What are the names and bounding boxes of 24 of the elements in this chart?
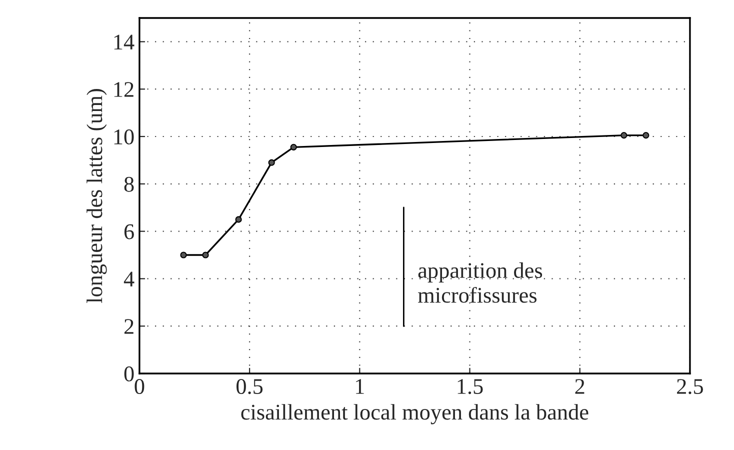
x-tick-label: 0 [134,379,144,394]
y-tick-label: 4 [124,272,134,286]
point [620,132,628,139]
point [202,252,209,258]
y-tick-label: 8 [124,176,134,192]
y-tick-label: 12 [114,82,134,97]
y-tick-label: 0 [124,366,134,382]
y-tick-label: 14 [114,34,134,50]
point [268,159,275,166]
y-tick-label: 6 [124,224,134,240]
point [180,252,187,258]
x-tick-label: 1 [356,379,364,394]
x-tick-label: 2 [575,379,584,394]
x-tick-label: 1.5 [458,379,483,394]
ref-line-label: apparition des microfissures [418,262,542,303]
x-axis-title: cisaillement local moyen dans la bande [241,404,588,424]
x-tick-label: 0.5 [236,379,263,394]
point [642,132,650,139]
y-tick-label: 10 [114,129,134,144]
y-tick-label: 2 [124,319,134,334]
x-tick-label: 2.5 [677,379,703,394]
point [235,216,242,223]
point [290,144,297,150]
y-axis-title: longueur des lattes (um) [86,89,107,303]
